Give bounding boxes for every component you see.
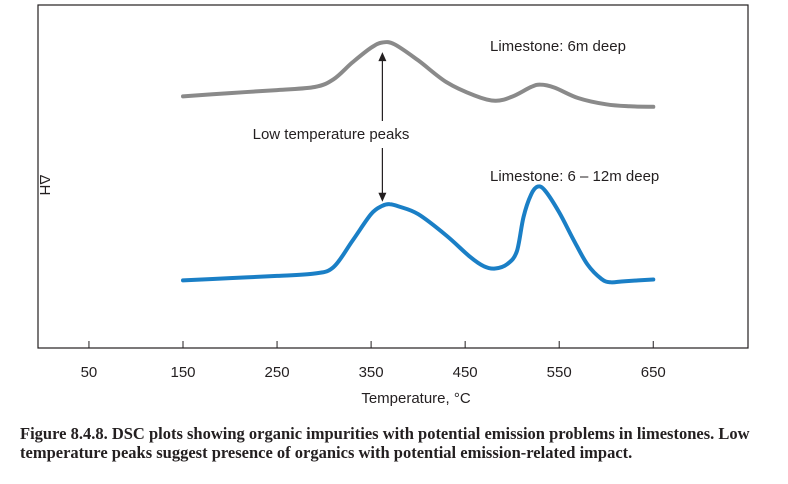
x-tick-label: 450 bbox=[453, 364, 478, 381]
annotation-label: Low temperature peaks bbox=[253, 126, 410, 143]
annotation-arrows bbox=[378, 52, 387, 202]
dsc-chart: 50 150 250 350 450 550 650 ΔH Temperature, °C … bbox=[36, 4, 749, 407]
x-tick-label: 250 bbox=[265, 364, 290, 381]
y-axis-title: ΔH bbox=[36, 175, 53, 196]
series-label-6-12m: Limestone: 6 – 12m deep bbox=[490, 168, 659, 185]
annotation-arrowhead-up bbox=[378, 52, 387, 62]
x-axis-title: Temperature, °C bbox=[361, 390, 471, 407]
x-tick-label: 550 bbox=[547, 364, 572, 381]
x-tick-label: 650 bbox=[641, 364, 666, 381]
series-label-6m: Limestone: 6m deep bbox=[490, 38, 626, 55]
series-line-1 bbox=[181, 40, 656, 109]
series-line-2 bbox=[181, 184, 656, 285]
x-tick-label: 350 bbox=[359, 364, 384, 381]
series-lines bbox=[181, 40, 656, 285]
plot-frame bbox=[37, 4, 749, 349]
figure-caption: Figure 8.4.8. DSC plots showing organic … bbox=[20, 424, 750, 462]
x-ticks: 50 150 250 350 450 550 650 bbox=[81, 341, 666, 381]
annotation-arrowhead-down bbox=[378, 192, 387, 202]
x-tick-label: 150 bbox=[170, 364, 195, 381]
x-tick-label: 50 bbox=[81, 364, 98, 381]
